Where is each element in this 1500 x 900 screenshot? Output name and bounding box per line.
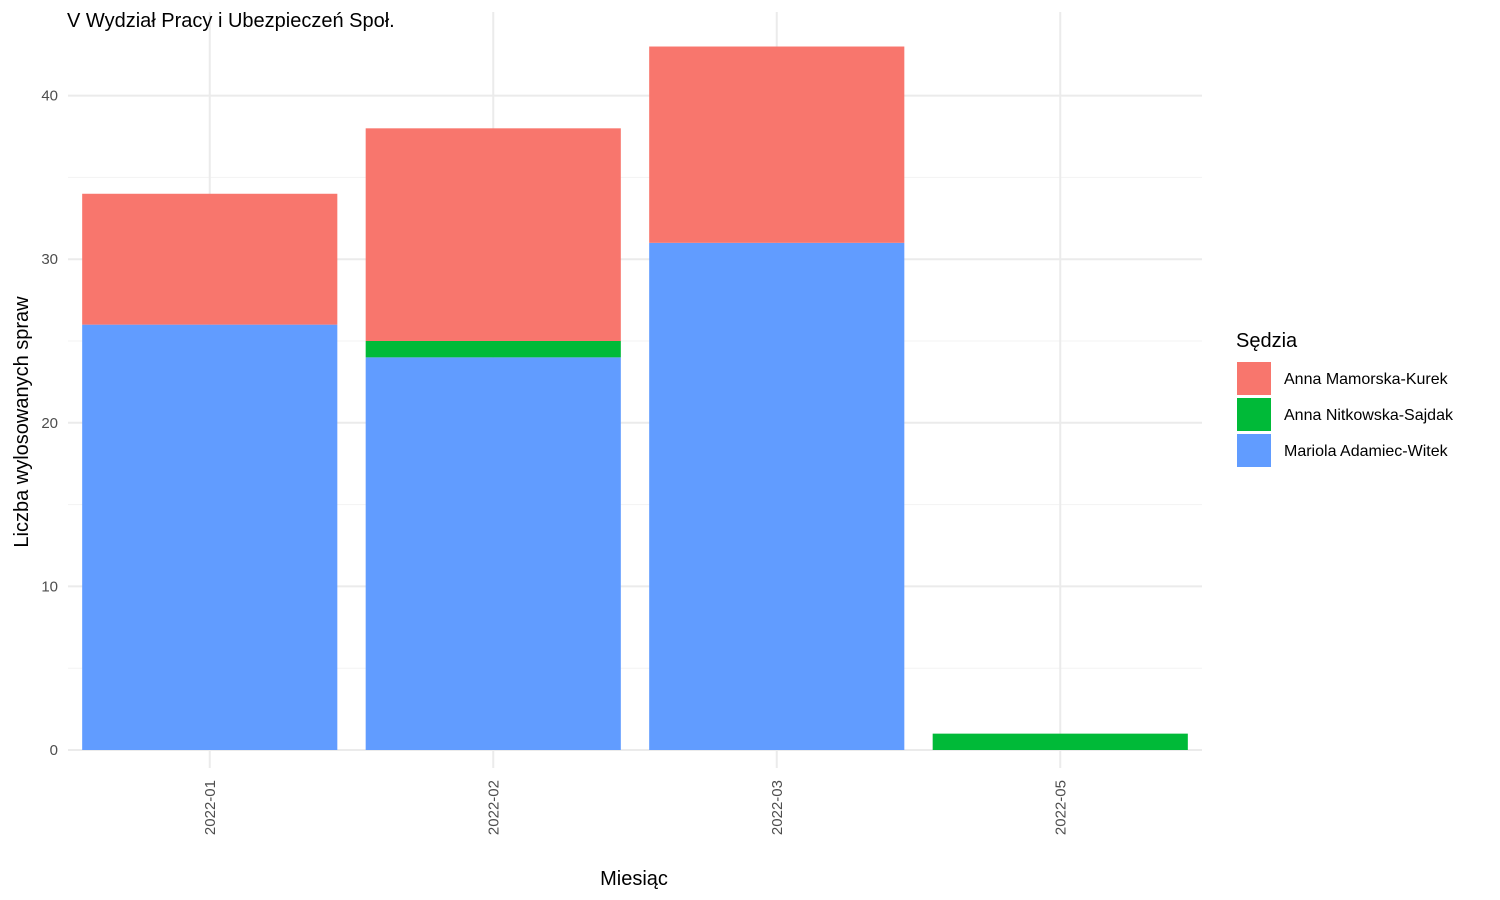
x-tick-labels: 2022-01 2022-02 2022-03 2022-05: [202, 780, 1070, 835]
legend-items: Anna Mamorska-Kurek Anna Nitkowska-Sajdak…: [1237, 362, 1454, 467]
bar-segment: [82, 193, 338, 325]
bar-segment: [82, 324, 338, 750]
x-tick-label: 2022-01: [202, 780, 219, 835]
y-tick-label: 30: [41, 251, 58, 268]
bars-layer: [82, 46, 1188, 750]
y-tick-label: 10: [41, 578, 58, 595]
bar-segment: [649, 46, 905, 243]
bar-segment: [932, 733, 1188, 750]
y-tick-label: 20: [41, 415, 58, 432]
bar-segment: [365, 341, 621, 358]
x-tick-label: 2022-02: [485, 780, 502, 835]
y-tick-labels: 0 10 20 30 40: [41, 88, 58, 759]
legend-swatch: [1237, 362, 1271, 395]
legend-label: Anna Nitkowska-Sajdak: [1284, 407, 1454, 424]
legend-swatch: [1237, 434, 1271, 467]
y-tick-label: 40: [41, 88, 58, 105]
legend: Sędzia Anna Mamorska-Kurek Anna Nitkowska…: [1236, 330, 1454, 467]
legend-label: Anna Mamorska-Kurek: [1284, 371, 1449, 388]
bar-segment: [365, 128, 621, 341]
bar-segment: [649, 242, 905, 750]
legend-label: Mariola Adamiec-Witek: [1284, 443, 1449, 460]
y-axis-title: Liczba wylosowanych spraw: [11, 296, 33, 548]
bar-segment: [365, 357, 621, 750]
legend-title: Sędzia: [1236, 330, 1298, 352]
x-axis-title: Miesiąc: [600, 868, 668, 890]
x-tick-label: 2022-03: [769, 780, 786, 835]
legend-swatch: [1237, 398, 1271, 431]
chart-title: V Wydział Pracy i Ubezpieczeń Społ.: [67, 10, 395, 32]
x-tick-label: 2022-05: [1052, 780, 1069, 835]
y-tick-label: 0: [50, 742, 58, 759]
